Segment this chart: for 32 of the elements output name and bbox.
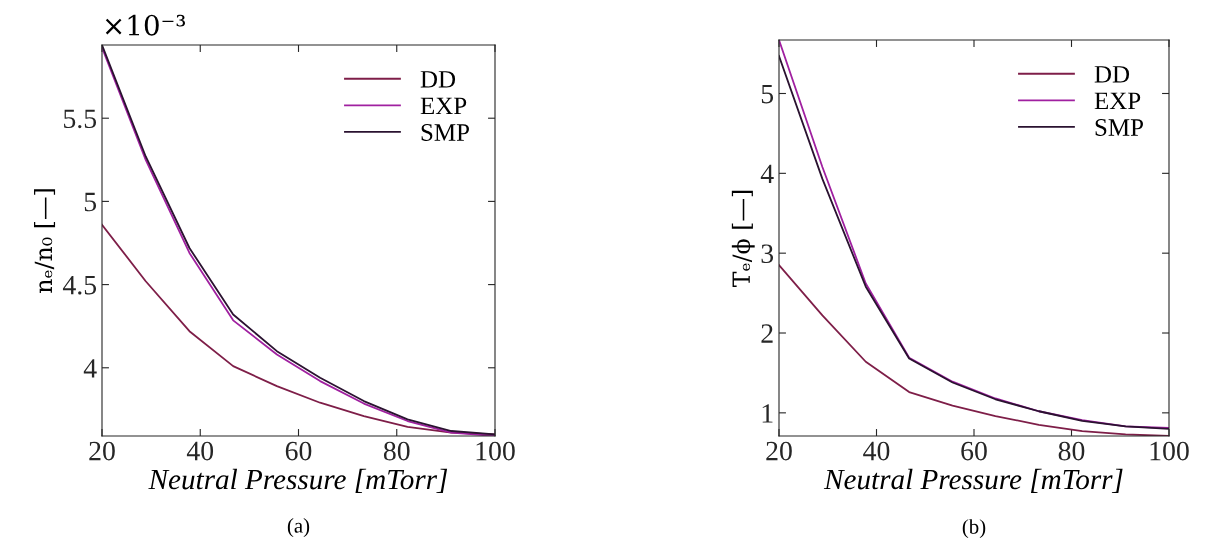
y-tick-label: 3 — [761, 244, 774, 264]
x-tick-label: 20 — [89, 441, 115, 461]
x-tick-label: 40 — [863, 441, 890, 461]
y-tick-label: 5 — [761, 84, 774, 104]
x-tick-label: 80 — [1058, 441, 1085, 461]
legend-label: DD — [420, 71, 456, 88]
x-tick-label: 80 — [383, 441, 410, 461]
text: (a) — [287, 518, 310, 537]
legend-label: SMP — [421, 124, 469, 141]
x-tick-label: 40 — [186, 441, 214, 461]
y-tick-label: 5 — [84, 192, 97, 212]
y-tick-label: 5.5 — [64, 109, 97, 129]
legend-label: EXP — [1094, 92, 1141, 110]
legend-label: DD — [1094, 66, 1130, 83]
x-tick-label: 100 — [476, 441, 515, 461]
x-tick-label: 60 — [285, 441, 312, 461]
text: ×10⁻³ — [105, 14, 186, 36]
y-tick-label: 4.5 — [62, 275, 97, 295]
y-tick-label: 1 — [762, 404, 773, 423]
x-tick-label: 100 — [1150, 441, 1189, 461]
y-axis-title: Tₑ/ϕ [—] — [731, 190, 755, 288]
x-tick-label: 60 — [961, 441, 987, 461]
y-tick-label: 4 — [83, 359, 97, 378]
y-axis-title: nₑ/n₀ [—] — [34, 189, 56, 293]
text: (b) — [962, 519, 986, 539]
y-tick-label: 2 — [761, 324, 773, 343]
x-tick-label: 20 — [766, 441, 792, 461]
x-axis-title: Neutral Pressure [mTorr] — [148, 468, 448, 493]
legend-label: EXP — [420, 97, 467, 115]
y-tick-label: 4 — [760, 164, 774, 183]
legend-label: SMP — [1095, 119, 1143, 136]
x-axis-title: Neutral Pressure [mTorr] — [823, 468, 1123, 493]
